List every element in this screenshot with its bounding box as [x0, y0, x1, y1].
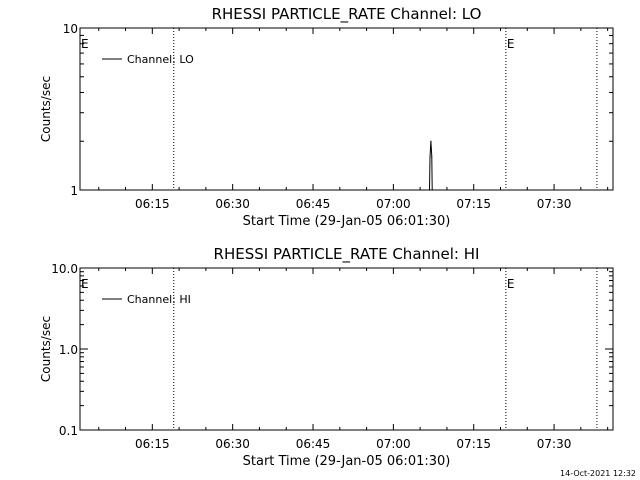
data-point	[431, 189, 433, 191]
x-tick-label: 06:45	[296, 437, 331, 451]
y-axis-label: Counts/sec	[39, 76, 53, 142]
x-tick-label: 06:30	[215, 197, 250, 211]
x-tick-label: 07:00	[376, 197, 411, 211]
legend-entry: Channel: HI	[127, 293, 191, 306]
event-marker-label: E	[81, 277, 89, 291]
series-line	[429, 141, 433, 191]
legend-entry: Channel: LO	[127, 53, 194, 66]
x-tick-label: 06:45	[296, 197, 331, 211]
data-point	[428, 189, 431, 191]
y-tick-label: 0.1	[59, 424, 78, 438]
x-tick-label: 07:30	[537, 437, 572, 451]
data-point	[431, 156, 433, 158]
x-tick-label: 06:30	[215, 437, 250, 451]
x-tick-label: 07:30	[537, 197, 572, 211]
x-tick-label: 07:00	[376, 437, 411, 451]
event-marker-label: E	[507, 37, 515, 51]
y-tick-label: 10.0	[51, 262, 78, 276]
chart-title: RHESSI PARTICLE_RATE Channel: LO	[212, 5, 482, 24]
panel-hi: RHESSI PARTICLE_RATE Channel: HI 06:15 06:…	[39, 245, 614, 469]
x-tick-label: 06:15	[135, 197, 170, 211]
y-tick-label: 1.0	[59, 343, 78, 357]
x-tick-label: 07:15	[456, 437, 491, 451]
panel-lo: RHESSI PARTICLE_RATE Channel: LO 06:15 06:…	[39, 5, 614, 229]
chart-title: RHESSI PARTICLE_RATE Channel: HI	[214, 245, 480, 264]
x-tick-label: 07:15	[456, 197, 491, 211]
plot-frame	[79, 27, 614, 191]
x-axis-label: Start Time (29-Jan-05 06:01:30)	[243, 454, 451, 469]
y-tick-label: 10	[63, 22, 78, 36]
data-point	[430, 140, 432, 142]
y-tick-label: 1	[70, 184, 78, 198]
y-axis-label: Counts/sec	[39, 316, 53, 382]
data-point	[429, 156, 431, 158]
timestamp: 14-Oct-2021 12:32	[560, 469, 636, 478]
event-marker-label: E	[81, 37, 89, 51]
event-marker-label: E	[507, 277, 515, 291]
x-tick-label: 06:15	[135, 437, 170, 451]
x-axis-label: Start Time (29-Jan-05 06:01:30)	[243, 214, 451, 229]
